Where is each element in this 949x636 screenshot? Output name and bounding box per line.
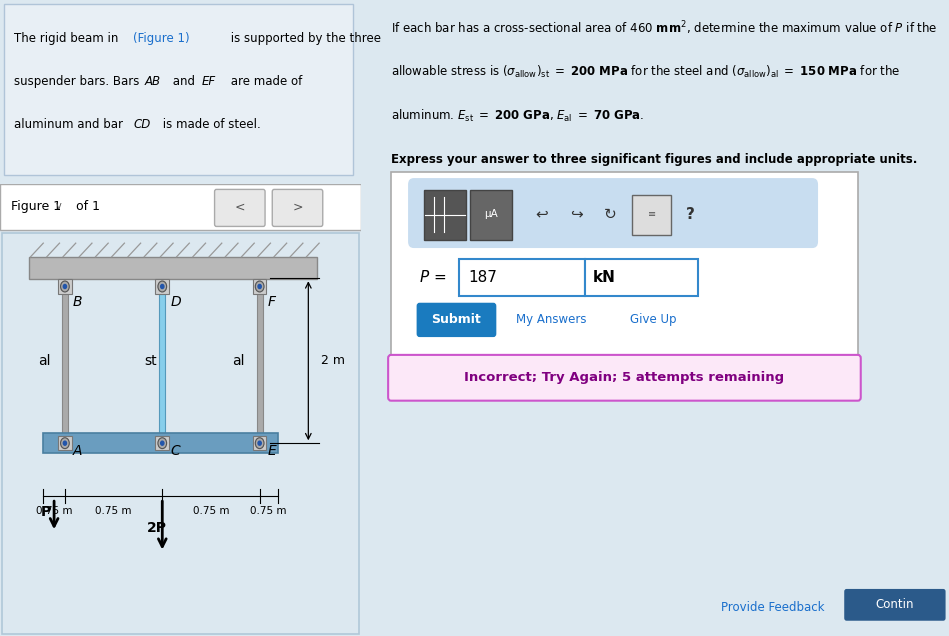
Bar: [159, 293, 165, 436]
Bar: [257, 293, 263, 436]
Circle shape: [158, 438, 167, 448]
Bar: [252, 279, 267, 294]
Text: Submit: Submit: [432, 314, 481, 326]
Text: kN: kN: [593, 270, 616, 285]
Bar: [2, 233, 359, 633]
Text: My Answers: My Answers: [516, 314, 586, 326]
Bar: [28, 257, 317, 279]
Text: D: D: [170, 295, 181, 309]
Bar: [44, 432, 278, 453]
Bar: [156, 436, 169, 450]
Text: are made of: are made of: [227, 75, 303, 88]
FancyBboxPatch shape: [585, 259, 698, 296]
Circle shape: [64, 284, 66, 289]
FancyBboxPatch shape: [417, 303, 496, 337]
Text: allowable stress is $(\sigma_\mathrm{allow})_\mathrm{st}$ $=$ $\mathbf{200}$ $\m: allowable stress is $(\sigma_\mathrm{all…: [391, 64, 901, 80]
Circle shape: [160, 441, 164, 445]
Circle shape: [158, 281, 167, 292]
Circle shape: [258, 284, 261, 289]
Bar: [252, 436, 267, 450]
Text: ↻: ↻: [604, 207, 617, 222]
Text: al: al: [38, 354, 50, 368]
Text: If each bar has a cross-sectional area of 460 $\mathbf{mm}^2$, determine the max: If each bar has a cross-sectional area o…: [391, 19, 938, 37]
Text: >: >: [292, 200, 303, 214]
FancyBboxPatch shape: [214, 190, 265, 226]
Circle shape: [255, 281, 264, 292]
Text: ≡: ≡: [648, 209, 656, 219]
Text: E: E: [268, 444, 276, 458]
Text: B: B: [73, 295, 83, 309]
Text: ↩: ↩: [535, 207, 549, 222]
FancyBboxPatch shape: [388, 355, 861, 401]
Text: is supported by the three: is supported by the three: [227, 32, 381, 45]
Text: 0.75 m: 0.75 m: [193, 506, 230, 516]
Circle shape: [258, 441, 261, 445]
FancyBboxPatch shape: [4, 4, 353, 174]
Bar: [58, 436, 72, 450]
Text: 2P: 2P: [147, 521, 167, 535]
Text: 187: 187: [468, 270, 496, 285]
Text: μA: μA: [484, 209, 497, 219]
Text: AB: AB: [144, 75, 160, 88]
Text: suspender bars. Bars: suspender bars. Bars: [14, 75, 143, 88]
Text: and: and: [170, 75, 199, 88]
Text: aluminum and bar: aluminum and bar: [14, 118, 127, 130]
FancyBboxPatch shape: [408, 178, 818, 248]
Text: Express your answer to three significant figures and include appropriate units.: Express your answer to three significant…: [391, 153, 918, 165]
Text: C: C: [170, 444, 180, 458]
Text: 0.75 m: 0.75 m: [36, 506, 72, 516]
Text: v: v: [56, 201, 62, 211]
Text: 2 m: 2 m: [321, 354, 344, 367]
Bar: [58, 279, 72, 294]
Text: ↪: ↪: [569, 207, 583, 222]
Circle shape: [64, 441, 66, 445]
Text: EF: EF: [202, 75, 216, 88]
Circle shape: [61, 281, 69, 292]
FancyBboxPatch shape: [272, 190, 323, 226]
Bar: [62, 293, 67, 436]
Text: 0.75 m: 0.75 m: [251, 506, 287, 516]
Text: 0.75 m: 0.75 m: [95, 506, 132, 516]
Text: Provide Feedback: Provide Feedback: [721, 601, 825, 614]
Text: is made of steel.: is made of steel.: [158, 118, 260, 130]
Text: Incorrect; Try Again; 5 attempts remaining: Incorrect; Try Again; 5 attempts remaini…: [464, 371, 785, 384]
Circle shape: [160, 284, 164, 289]
FancyBboxPatch shape: [391, 172, 858, 369]
Text: al: al: [233, 354, 245, 368]
Text: (Figure 1): (Figure 1): [134, 32, 190, 45]
Text: of 1: of 1: [76, 200, 100, 212]
Text: ?: ?: [685, 207, 695, 222]
FancyBboxPatch shape: [470, 190, 512, 240]
Circle shape: [61, 438, 69, 448]
Text: F: F: [268, 295, 275, 309]
Text: Contin: Contin: [876, 598, 914, 611]
FancyBboxPatch shape: [459, 259, 585, 296]
Text: <: <: [234, 200, 245, 214]
Text: Figure 1: Figure 1: [10, 200, 61, 212]
FancyBboxPatch shape: [632, 195, 671, 235]
Bar: [156, 279, 169, 294]
FancyBboxPatch shape: [845, 589, 945, 621]
Text: aluminum. $E_\mathrm{st}$ $=$ $\mathbf{200}$ $\mathbf{GPa}$, $E_\mathrm{al}$ $=$: aluminum. $E_\mathrm{st}$ $=$ $\mathbf{2…: [391, 108, 644, 124]
Circle shape: [255, 438, 264, 448]
Text: $P$ =: $P$ =: [419, 268, 447, 285]
Text: The rigid beam in: The rigid beam in: [14, 32, 122, 45]
Text: st: st: [144, 354, 157, 368]
FancyBboxPatch shape: [424, 190, 466, 240]
Text: CD: CD: [134, 118, 151, 130]
Text: A: A: [73, 444, 83, 458]
Bar: [0, 184, 361, 230]
Text: Give Up: Give Up: [630, 314, 677, 326]
Text: P: P: [41, 506, 50, 520]
